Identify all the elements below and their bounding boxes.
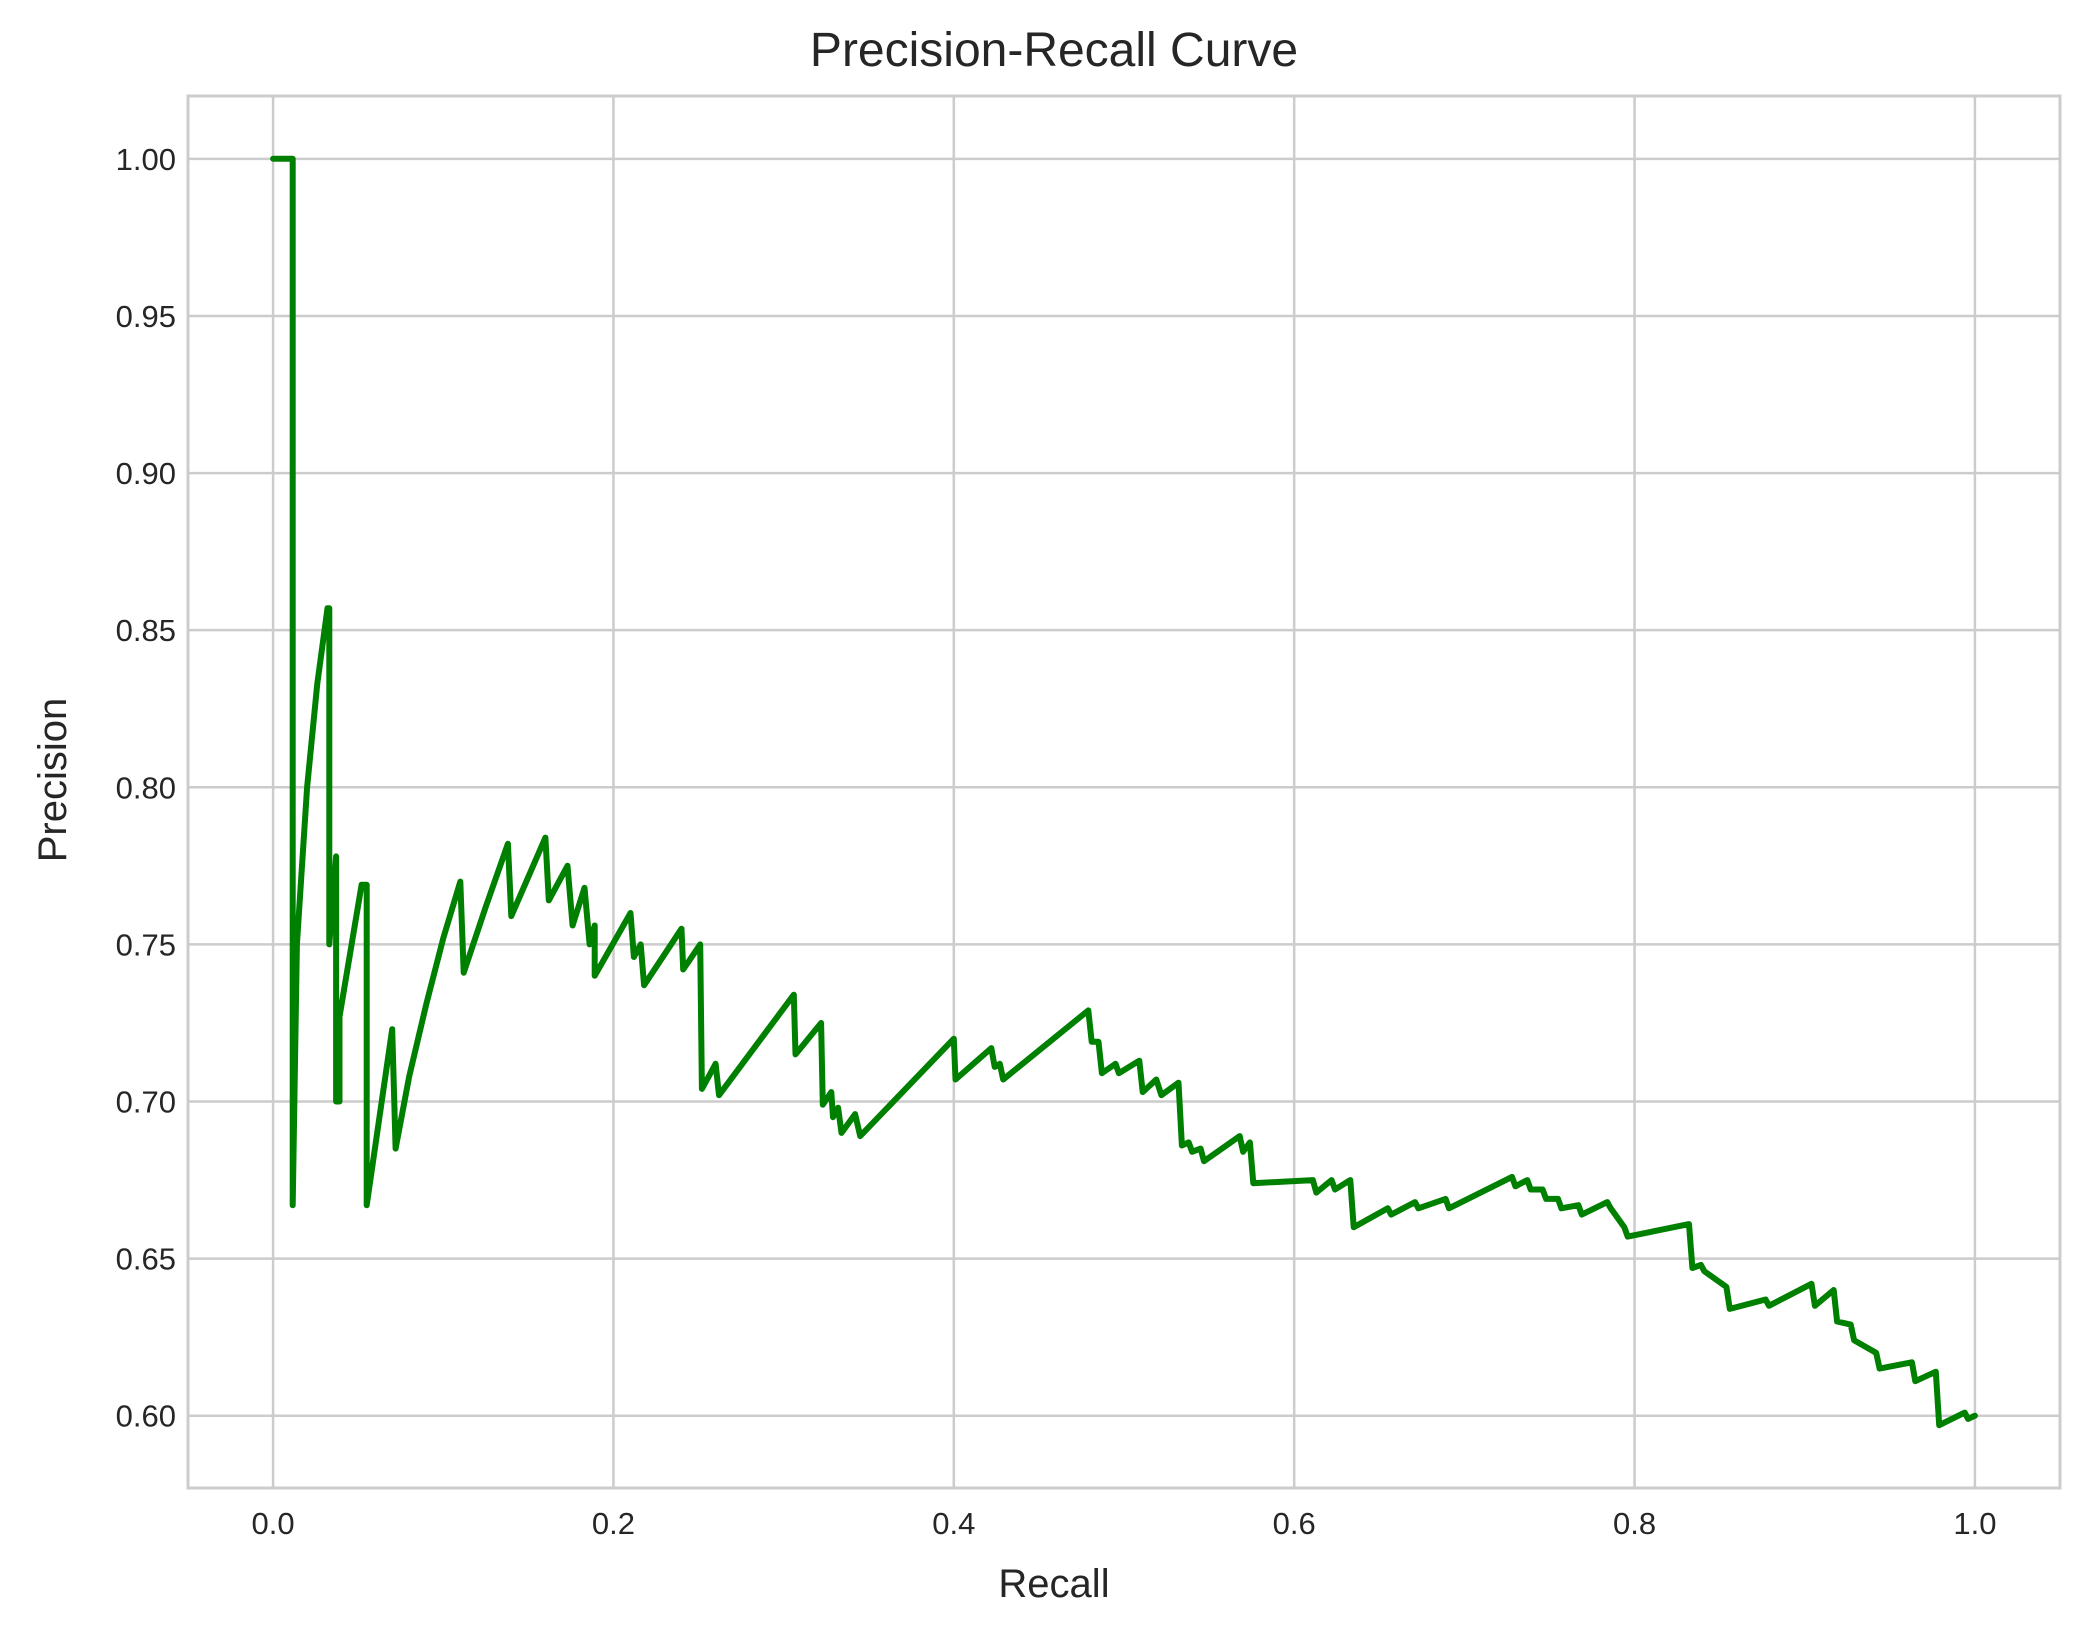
y-tick-label: 0.95: [116, 299, 176, 334]
x-tick-label: 0.6: [1273, 1506, 1316, 1541]
y-axis-title: Precision: [31, 698, 75, 863]
y-tick-label: 0.70: [116, 1085, 176, 1120]
series-layer: [270, 155, 1978, 1429]
x-tick-label: 1.0: [1953, 1506, 1996, 1541]
x-tick-label: 0.0: [252, 1506, 295, 1541]
y-tick-label: 0.85: [116, 613, 176, 648]
chart-title: Precision-Recall Curve: [810, 24, 1298, 77]
precision-recall-line: [270, 155, 1978, 1429]
x-tick-label: 0.2: [592, 1506, 635, 1541]
grid-lines: [188, 96, 2060, 1488]
x-tick-labels: 0.0 0.2 0.4 0.6 0.8 1.0: [252, 1506, 1997, 1541]
y-tick-label: 0.60: [116, 1399, 176, 1434]
y-tick-label: 0.75: [116, 927, 176, 962]
x-tick-label: 0.8: [1613, 1506, 1656, 1541]
y-tick-label: 1.00: [116, 142, 176, 177]
x-axis-title: Recall: [998, 1562, 1109, 1606]
y-tick-labels: 0.60 0.65 0.70 0.75 0.80 0.85 0.90 0.95 1.00: [116, 142, 176, 1434]
y-tick-label: 0.80: [116, 770, 176, 805]
y-tick-label: 0.65: [116, 1242, 176, 1277]
y-tick-label: 0.90: [116, 456, 176, 491]
plot-frame: [186, 94, 2062, 1490]
x-tick-label: 0.4: [932, 1506, 975, 1541]
